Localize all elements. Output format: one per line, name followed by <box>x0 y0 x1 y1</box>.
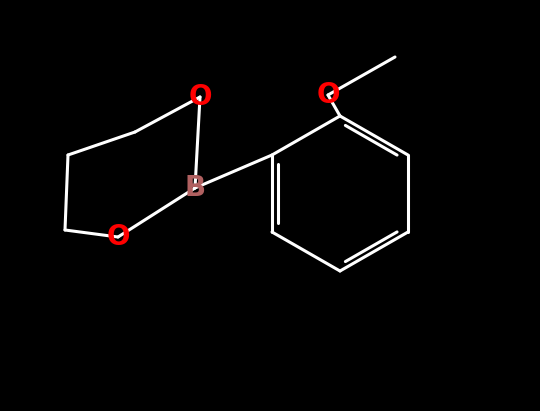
Text: O: O <box>316 81 340 109</box>
Text: O: O <box>106 223 130 251</box>
Text: O: O <box>188 83 212 111</box>
Text: B: B <box>185 174 206 202</box>
